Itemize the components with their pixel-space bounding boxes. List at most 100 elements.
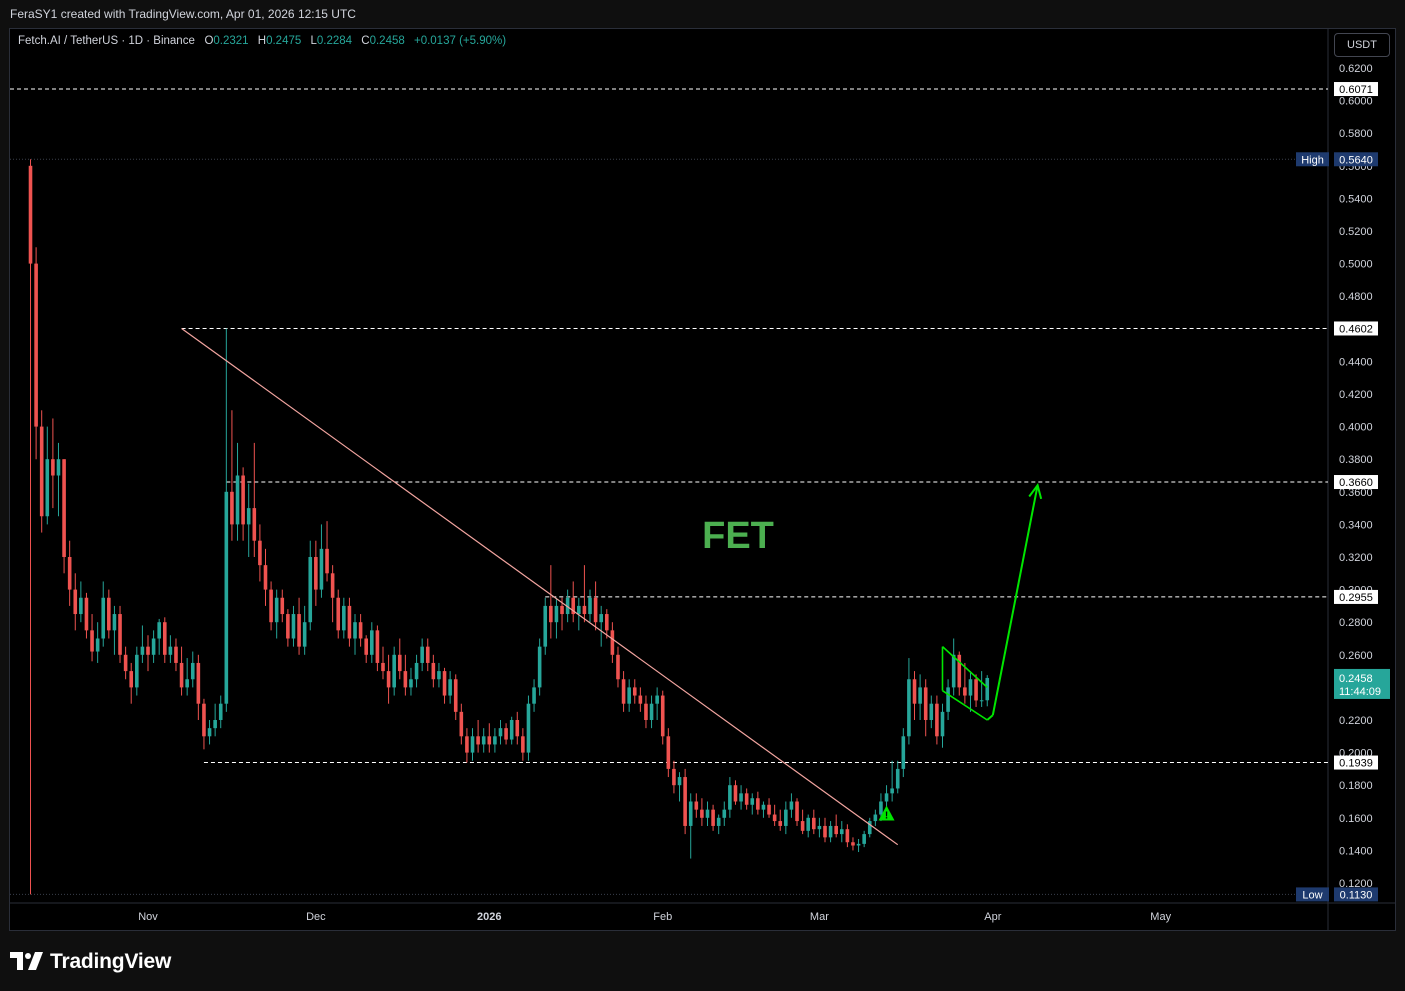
- candle-body: [397, 654, 402, 672]
- candle-body: [901, 736, 906, 769]
- candle-body: [839, 829, 844, 835]
- candle-body: [890, 788, 894, 794]
- candle-body: [280, 597, 285, 615]
- candle-body: [761, 804, 766, 810]
- symbol-legend: Fetch.AI / TetherUS · 1D · Binance O0.23…: [18, 35, 512, 47]
- candle-body: [342, 605, 346, 631]
- candle-body: [599, 614, 603, 623]
- candle-body: [123, 654, 128, 672]
- candle-body: [526, 703, 531, 753]
- candle-body: [297, 614, 301, 647]
- candle-body: [638, 695, 643, 704]
- candle-body: [560, 605, 564, 615]
- candle-body: [319, 548, 324, 590]
- chart-pane[interactable]: [9, 28, 1396, 931]
- currency-button[interactable]: USDT: [1334, 33, 1390, 57]
- candle-body: [358, 622, 363, 639]
- price-tick-label: 0.3600: [1339, 487, 1373, 499]
- candle-body: [963, 687, 967, 696]
- candle-body: [644, 703, 648, 720]
- candle-body: [935, 703, 939, 737]
- candle-body: [895, 768, 900, 789]
- candle-body: [957, 654, 962, 688]
- candle-body: [856, 843, 861, 846]
- candle-body: [554, 605, 559, 623]
- candle-body: [67, 557, 72, 590]
- last-price-label: 0.2458: [1339, 673, 1373, 685]
- candle-body: [62, 459, 66, 557]
- candle-body: [867, 821, 872, 835]
- candle-body: [442, 671, 447, 696]
- candle-body: [974, 679, 978, 701]
- candle-body: [252, 508, 257, 541]
- candle-body: [129, 671, 134, 688]
- flag-lower-line: [942, 689, 988, 721]
- candle-body: [716, 817, 721, 826]
- time-tick-label: May: [1150, 911, 1171, 923]
- candle-body: [235, 475, 240, 525]
- price-tick-label: 0.6200: [1339, 63, 1373, 75]
- candle-body: [979, 700, 984, 702]
- attribution-text: FeraSY1 created with TradingView.com, Ap…: [10, 7, 356, 21]
- candle-body: [588, 597, 592, 615]
- price-tick-label: 0.3400: [1339, 519, 1373, 531]
- candle-body: [621, 679, 626, 704]
- level-price-tag: [1334, 589, 1378, 604]
- candle-body: [739, 793, 743, 802]
- price-tick-label: 0.1200: [1339, 878, 1373, 890]
- level-price-label: 0.2955: [1339, 592, 1373, 604]
- candle-body: [269, 589, 273, 623]
- candle-body: [493, 736, 497, 745]
- price-tick-label: 0.5200: [1339, 226, 1373, 238]
- tradingview-brand[interactable]: TradingView: [10, 950, 171, 974]
- candle-body: [146, 646, 150, 655]
- candle-body: [521, 736, 525, 753]
- candle-body: [465, 736, 469, 753]
- candle-body: [705, 809, 710, 818]
- candle-body: [381, 662, 385, 672]
- low-value: 0.2284: [316, 35, 353, 47]
- candle-body: [453, 679, 458, 712]
- candle-body: [425, 646, 430, 663]
- candle-body: [985, 677, 990, 701]
- candle-body: [817, 825, 822, 830]
- candle-body: [884, 793, 889, 802]
- level-price-label: 0.6071: [1339, 84, 1373, 96]
- candle-body: [907, 679, 911, 737]
- time-tick-label: Nov: [138, 911, 158, 923]
- candle-body: [660, 695, 665, 737]
- projection-arrow-base: [986, 714, 994, 721]
- candle-body: [772, 814, 777, 822]
- candle-body: [694, 801, 699, 810]
- candle-body: [504, 728, 508, 740]
- candle-body: [655, 695, 659, 704]
- candle-body: [750, 798, 755, 805]
- candle-body: [375, 630, 380, 663]
- candle-body: [666, 736, 671, 769]
- candle-body: [135, 654, 139, 688]
- candle-body: [107, 597, 111, 631]
- candle-body: [325, 548, 329, 574]
- level-price-label: 0.3660: [1339, 477, 1373, 489]
- price-tick-label: 0.3800: [1339, 454, 1373, 466]
- candle-body: [756, 798, 760, 810]
- last-price-badge: [1334, 668, 1390, 699]
- level-price-tag: [1334, 321, 1378, 336]
- symbol-name[interactable]: Fetch.AI / TetherUS · 1D · Binance: [18, 35, 195, 47]
- candle-body: [95, 638, 100, 652]
- candle-body: [672, 768, 676, 786]
- candle-body: [711, 809, 715, 826]
- price-tick-label: 0.2800: [1339, 617, 1373, 629]
- candle-body: [162, 622, 167, 655]
- brand-text: TradingView: [50, 950, 172, 973]
- price-tick-label: 0.4800: [1339, 291, 1373, 303]
- candle-body: [112, 614, 117, 631]
- candle-body: [604, 614, 609, 631]
- high-label: H: [257, 35, 267, 47]
- warning-triangle-shape: [878, 805, 895, 821]
- warning-triangle-icon: !: [878, 805, 895, 822]
- candle-body: [218, 703, 223, 720]
- candle-body: [823, 825, 827, 838]
- attribution-bar: FeraSY1 created with TradingView.com, Ap…: [0, 0, 1405, 28]
